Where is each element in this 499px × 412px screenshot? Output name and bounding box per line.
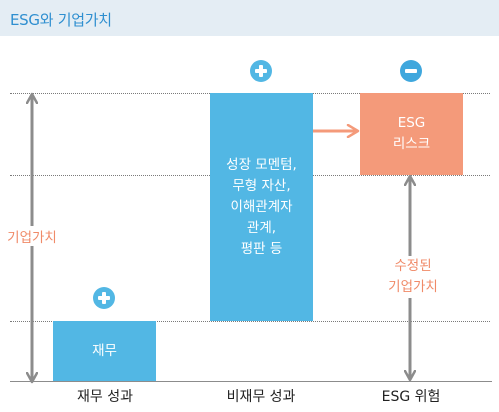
category-esg-risk: ESG 위험 [381,389,441,405]
non-finance-box: 성장 모멘텀, 무형 자산, 이해관계자 관계, 평판 등 [210,93,313,321]
header-bar: ESG와 기업가치 [0,0,499,36]
plus-icon [93,287,115,309]
page-title: ESG와 기업가치 [10,11,112,29]
minus-icon [400,60,422,82]
corporate-value-label: 기업가치 [2,226,62,246]
esg-risk-box: ESG 리스크 [360,93,463,175]
finance-guide-line [10,321,490,322]
finance-box: 재무 [53,321,156,381]
adjusted-value-label: 수정된 기업가치 [380,256,446,298]
category-finance: 재무 성과 [77,389,133,405]
baseline [10,381,492,382]
category-non-finance: 비재무 성과 [226,389,296,405]
plus-icon [250,60,272,82]
